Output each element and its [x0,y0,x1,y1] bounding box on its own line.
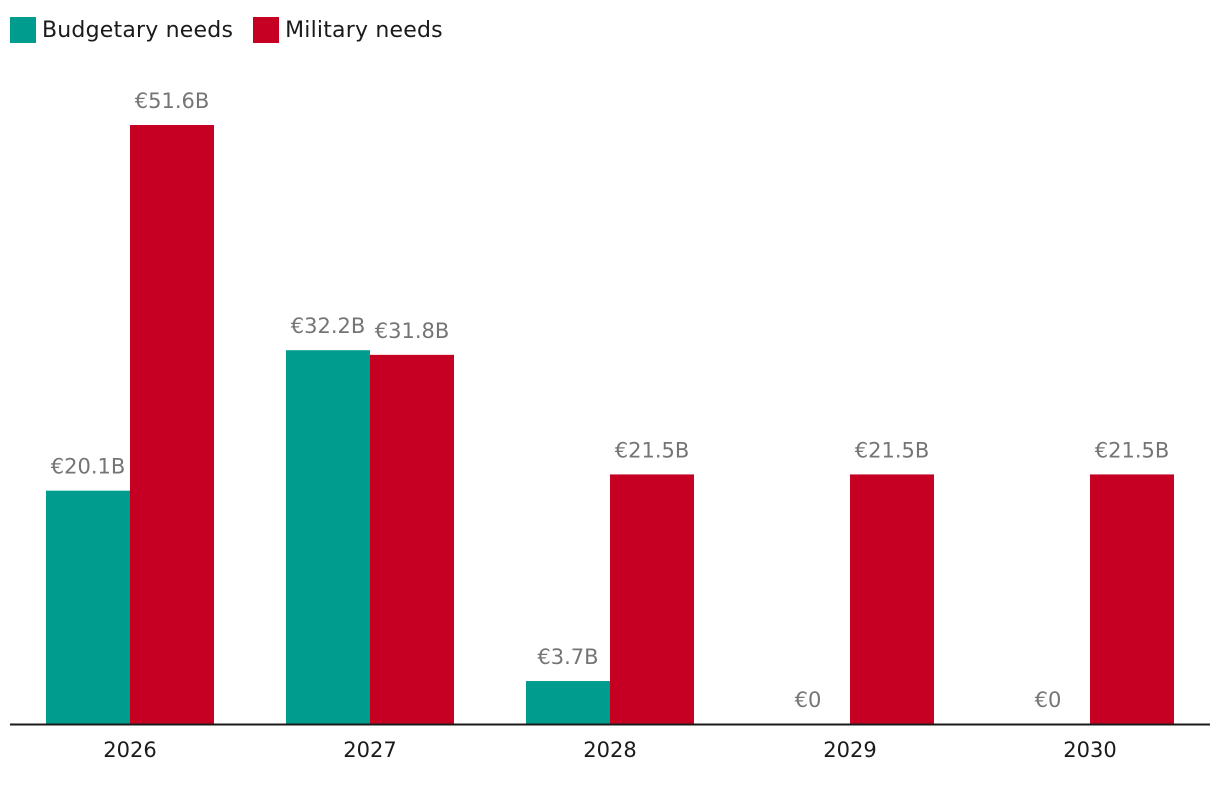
data-label-budgetary-2029: €0 [795,688,822,712]
legend-swatch-budgetary [10,17,36,43]
bar-military-2028 [610,474,694,724]
bar-military-2026 [130,125,214,724]
bar-military-2027 [370,354,454,724]
data-label-military-2029: €21.5B [855,438,930,462]
x-tick-label-2027: 2027 [343,738,396,762]
x-tick-label-2029: 2029 [823,738,876,762]
data-label-military-2026: €51.6B [135,89,210,113]
data-label-budgetary-2027: €32.2B [291,314,366,338]
data-label-military-2027: €31.8B [375,319,450,343]
x-tick-label-2028: 2028 [583,738,636,762]
bar-military-2030 [1090,474,1174,724]
bar-budgetary-2028 [526,681,610,724]
legend-label-budgetary: Budgetary needs [42,17,234,43]
legend-item-military: Military needs [253,17,443,43]
legend-swatch-military [253,17,280,43]
x-tick-label-2030: 2030 [1063,738,1116,762]
chart-legend: Budgetary needs Military needs [10,16,443,44]
bar-military-2029 [850,474,934,724]
data-label-budgetary-2028: €3.7B [537,645,598,669]
bar-budgetary-2027 [286,350,370,724]
x-tick-label-2026: 2026 [103,738,156,762]
data-label-budgetary-2026: €20.1B [51,455,126,479]
legend-item-budgetary: Budgetary needs [10,17,233,43]
data-label-military-2028: €21.5B [615,438,690,462]
data-label-military-2030: €21.5B [1095,438,1170,462]
legend-label-military: Military needs [285,17,443,43]
data-label-budgetary-2030: €0 [1035,688,1062,712]
bar-budgetary-2026 [46,490,130,724]
